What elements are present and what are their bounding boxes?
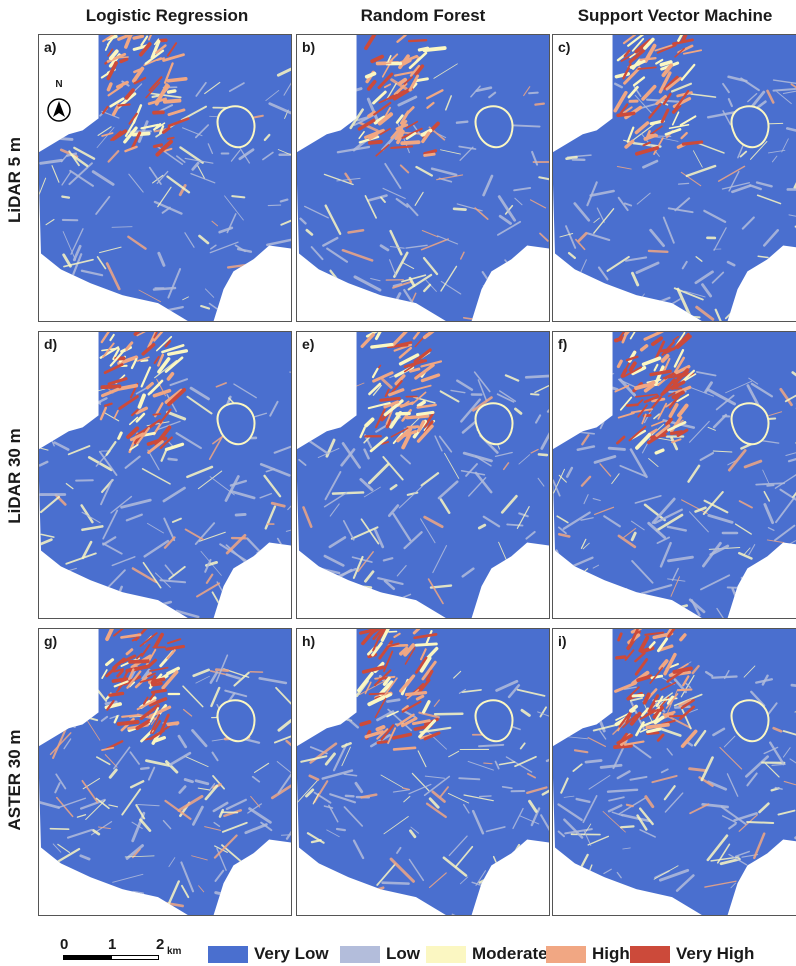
legend-label-moderate: Moderate xyxy=(472,944,548,963)
panel-label: f) xyxy=(558,336,568,352)
column-header-logistic-regression: Logistic Regression xyxy=(85,6,249,25)
map-panel-c: c) xyxy=(552,34,796,322)
panel-label: c) xyxy=(558,39,571,55)
legend-swatch-very-low xyxy=(208,945,248,963)
legend-label-high: High xyxy=(592,944,630,963)
susceptibility-map xyxy=(297,629,549,915)
scale-segment-2 xyxy=(111,955,159,960)
legend-swatch-low xyxy=(340,945,380,963)
legend-item-very-low: Very Low xyxy=(208,944,329,964)
scale-tick-2: 2 xyxy=(156,936,165,953)
panel-label: g) xyxy=(44,633,58,649)
depression-feature xyxy=(474,105,514,149)
study-area-very-low xyxy=(39,332,291,618)
row-header-aster-30m: ASTER 30 m xyxy=(5,729,24,831)
map-panel-e: e) xyxy=(296,331,550,619)
scale-tick-0: 0 xyxy=(60,936,69,953)
susceptibility-map xyxy=(297,35,549,321)
panel-label: h) xyxy=(302,633,316,649)
susceptibility-map xyxy=(39,629,291,915)
column-header-support-vector-machine: Support Vector Machine xyxy=(577,6,773,25)
susceptibility-map xyxy=(553,332,796,618)
panel-label: d) xyxy=(44,336,58,352)
map-panel-a: a) N xyxy=(38,34,292,322)
scale-bar: 0 1 2 km xyxy=(60,936,200,964)
depression-feature xyxy=(216,105,256,149)
legend-swatch-high xyxy=(546,945,586,963)
susceptibility-map xyxy=(39,332,291,618)
depression-feature xyxy=(216,699,256,743)
map-panel-d: d) xyxy=(38,331,292,619)
map-panel-b: b) xyxy=(296,34,550,322)
panel-label: a) xyxy=(44,39,57,55)
legend-item-moderate: Moderate xyxy=(426,944,548,964)
study-area-very-low xyxy=(553,35,796,321)
panel-label: e) xyxy=(302,336,315,352)
legend-label-low: Low xyxy=(386,944,420,963)
legend-label-very-high: Very High xyxy=(676,944,755,963)
legend-label-very-low: Very Low xyxy=(254,944,329,963)
depression-feature xyxy=(216,402,256,446)
susceptibility-map xyxy=(297,332,549,618)
scale-unit: km xyxy=(167,946,182,957)
legend-item-low: Low xyxy=(340,944,420,964)
legend-swatch-very-high xyxy=(630,945,670,963)
depression-feature xyxy=(730,402,770,446)
susceptibility-map xyxy=(553,629,796,915)
scale-segment-1 xyxy=(63,955,111,960)
row-header-lidar-5m: LiDAR 5 m xyxy=(5,137,24,223)
depression-feature xyxy=(730,699,770,743)
legend-swatch-moderate xyxy=(426,945,466,963)
map-panel-g: g) xyxy=(38,628,292,916)
map-panel-f: f) xyxy=(552,331,796,619)
legend-item-high: High xyxy=(546,944,630,964)
north-arrow-icon: N xyxy=(46,79,72,122)
column-header-random-forest: Random Forest xyxy=(360,6,486,25)
study-area-very-low xyxy=(553,629,796,915)
panel-label: b) xyxy=(302,39,316,55)
row-header-lidar-30m: LiDAR 30 m xyxy=(5,428,24,524)
panel-label: i) xyxy=(558,633,567,649)
susceptibility-map xyxy=(553,35,796,321)
scale-tick-1: 1 xyxy=(108,936,117,953)
depression-feature xyxy=(474,402,514,446)
susceptibility-map xyxy=(39,35,291,321)
map-panel-i: i) xyxy=(552,628,796,916)
north-letter: N xyxy=(55,79,63,90)
depression-feature xyxy=(474,699,514,743)
legend-item-very-high: Very High xyxy=(630,944,754,964)
depression-feature xyxy=(730,105,770,149)
map-panel-h: h) xyxy=(296,628,550,916)
